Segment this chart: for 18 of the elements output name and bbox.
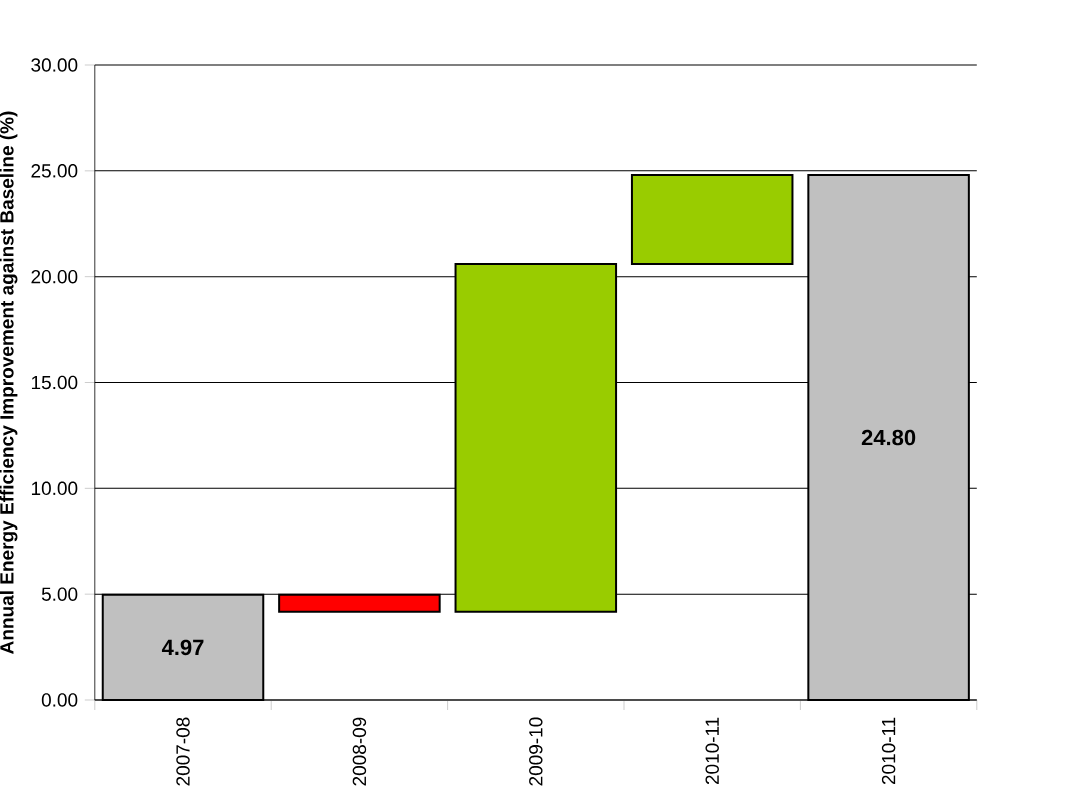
bar [454,262,618,613]
y-axis-title: Annual Energy Efficiency Improvement against Baseline (%) [0,111,18,654]
x-tick-label: 2007-08 [176,717,190,786]
bar [278,593,441,613]
bar [630,174,794,265]
x-tick-label: 2009-10 [529,717,543,786]
x-tick-label: 2010-11 [881,717,896,785]
y-tick-label: 0.00 [41,693,78,707]
data-label: 24.80 [861,429,916,446]
y-tick-label: 20.00 [31,269,78,284]
y-tick-label: 15.00 [31,375,78,390]
y-tick-label: 5.00 [41,587,78,601]
x-tick-label: 2010-11 [705,717,719,785]
y-tick-label: 10.00 [31,481,78,496]
x-tick-label: 2008-09 [352,717,367,786]
y-tick-label: 25.00 [31,164,78,178]
data-label: 4.97 [161,639,204,656]
y-tick-label: 30.00 [31,58,78,72]
